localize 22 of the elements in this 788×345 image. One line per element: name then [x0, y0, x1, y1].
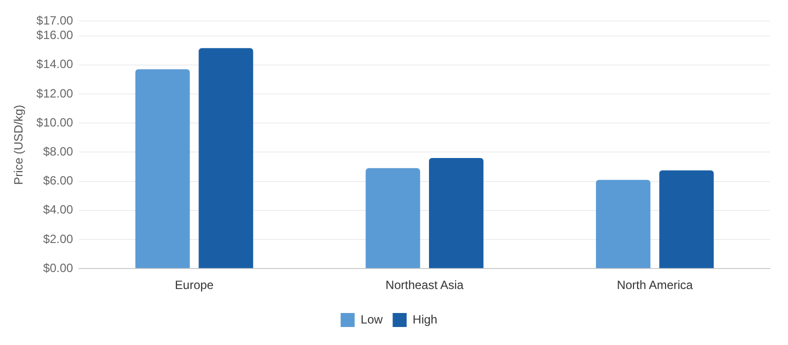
- y-tick-label: $0.00: [43, 260, 74, 275]
- y-tick-label: $10.00: [36, 115, 74, 130]
- x-tick-label: North America: [616, 278, 694, 292]
- y-tick-label: $4.00: [43, 202, 74, 217]
- bar: [135, 69, 190, 268]
- y-tick-label: $8.00: [43, 144, 74, 158]
- bar: [198, 48, 254, 268]
- bar: [596, 180, 650, 268]
- x-tick-label: Northeast Asia: [386, 278, 464, 292]
- y-tick-label: $16.00: [36, 28, 74, 42]
- bar: [428, 158, 484, 268]
- y-axis-title: Price (USD/kg): [12, 104, 26, 185]
- x-tick-label: Europe: [174, 278, 214, 292]
- legend-label: High: [412, 312, 438, 326]
- bar: [659, 170, 714, 268]
- y-tick-label: $12.00: [36, 86, 74, 100]
- y-tick-label: $17.00: [36, 14, 74, 28]
- bar: [366, 168, 420, 268]
- y-tick-label: $2.00: [43, 232, 74, 246]
- legend-label: Low: [360, 312, 383, 326]
- y-tick-label: $6.00: [43, 174, 74, 188]
- y-tick-label: $14.00: [36, 57, 74, 72]
